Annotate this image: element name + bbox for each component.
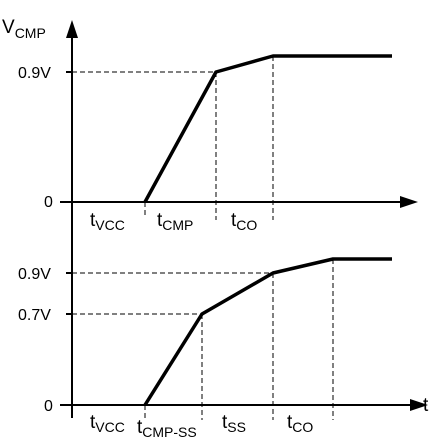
bottom-interval-tvcc-main: t (90, 412, 96, 433)
top-zero-label: 0 (44, 194, 53, 211)
bottom-interval-tss-main: t (222, 412, 228, 433)
bottom-zero-label: 0 (44, 398, 53, 415)
top-panel: VCMP 0.9V 0 tVCC tCMP tCO (2, 17, 418, 233)
top-interval-tvcc-main: t (90, 210, 96, 231)
top-interval-label-tcmp: tCMP (157, 210, 193, 233)
bottom-interval-tss-sub: SS (227, 419, 246, 435)
bottom-x-axis-arrow-icon (410, 399, 428, 411)
bottom-vcmp-waveform (143, 257, 392, 406)
bottom-interval-tvcc-sub: VCC (95, 419, 125, 435)
top-interval-label-tco: tCO (231, 210, 257, 233)
bottom-interval-tco-sub: CO (292, 419, 313, 435)
top-y-axis-label: VCMP (2, 17, 46, 41)
top-y-axis-arrow-icon (66, 20, 78, 38)
bottom-interval-label-tvcc: tVCC (90, 412, 125, 435)
top-interval-tvcc-sub: VCC (95, 217, 125, 233)
bottom-interval-label-tss: tSS (222, 412, 246, 435)
bottom-level-label-0p7: 0.7V (18, 307, 51, 324)
top-y-axis-label-main: V (2, 17, 15, 38)
bottom-interval-tcmp-ss-sub: CMP-SS (142, 424, 196, 440)
bottom-panel: 0.9V 0.7V 0 t tVCC tCMP-SS tSS tCO (18, 202, 429, 440)
bottom-interval-label-tco: tCO (287, 412, 313, 435)
bottom-interval-label-tcmp-ss: tCMP-SS (137, 417, 197, 440)
bottom-interval-tco-main: t (287, 412, 293, 433)
bottom-x-axis-label: t (423, 395, 429, 416)
top-interval-tcmp-sub: CMP (162, 217, 193, 233)
top-y-axis-label-sub: CMP (15, 25, 46, 41)
top-vcmp-waveform (143, 54, 392, 203)
top-x-axis-arrow-icon (400, 196, 418, 208)
bottom-interval-tcmp-ss-main: t (137, 417, 143, 438)
bottom-level-label-0p9: 0.9V (18, 266, 51, 283)
top-interval-label-tvcc: tVCC (90, 210, 125, 233)
top-level-label-0p9: 0.9V (18, 65, 51, 82)
top-interval-tcmp-main: t (157, 210, 163, 231)
top-interval-tco-main: t (231, 210, 237, 231)
top-interval-tco-sub: CO (236, 217, 257, 233)
